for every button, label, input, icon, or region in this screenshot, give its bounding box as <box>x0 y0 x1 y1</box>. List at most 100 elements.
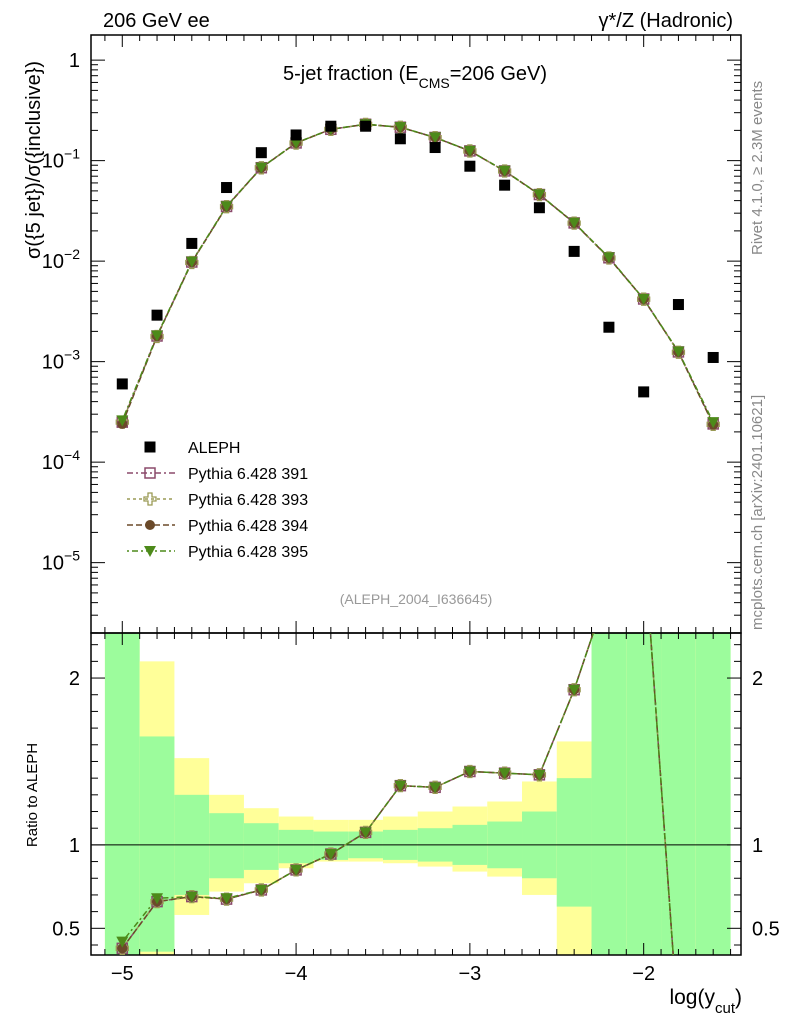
data-point <box>568 245 580 257</box>
y-tick-label: 10−5 <box>42 548 80 575</box>
series-point <box>394 122 407 134</box>
ratio-y-tick-label: 0.5 <box>52 918 80 940</box>
legend-label: Pythia 6.428 395 <box>188 544 308 561</box>
series-line <box>121 123 714 425</box>
analysis-label: (ALEPH_2004_I636645) <box>340 591 493 607</box>
series-line <box>121 123 714 425</box>
data-point <box>429 142 441 154</box>
ratio-y-tick-label-right: 1 <box>752 835 763 857</box>
legend-marker <box>143 492 157 506</box>
ratio-y-tick-label-right: 0.5 <box>752 918 780 940</box>
series-point <box>498 165 511 177</box>
data-point <box>707 351 719 363</box>
series-point <box>220 201 233 213</box>
stat-uncertainty-band <box>104 633 140 955</box>
stat-uncertainty-band <box>556 778 592 907</box>
legend-marker <box>144 546 156 557</box>
ratio-point <box>359 827 372 839</box>
legend: ALEPH Pythia 6.428 391 Pythia 6.428 393 Pyt… <box>127 440 308 561</box>
legend-label-data: ALEPH <box>188 440 240 457</box>
series-point <box>116 415 129 427</box>
stat-uncertainty-band <box>209 813 244 879</box>
data-point <box>255 147 267 159</box>
ratio-point <box>429 782 442 794</box>
data-point <box>325 120 337 132</box>
ratio-panel-series <box>115 633 674 955</box>
series-point <box>707 417 720 429</box>
series-point <box>463 145 476 157</box>
data-point <box>290 129 302 141</box>
legend-label: Pythia 6.428 391 <box>188 466 308 483</box>
stat-uncertainty-band <box>626 633 662 955</box>
y-tick-label: 10−4 <box>42 447 80 474</box>
ratio-y-tick-label: 2 <box>69 668 80 690</box>
series-point <box>290 137 303 149</box>
x-tick-label: −5 <box>111 963 134 985</box>
rivet-version-label: Rivet 4.1.0, ≥ 2.3M events <box>749 81 766 255</box>
data-point <box>116 378 128 390</box>
ratio-y-tick-label: 1 <box>69 835 80 857</box>
ratio-series-line <box>121 633 674 955</box>
ratio-series-line <box>121 633 674 955</box>
series-point <box>429 132 442 144</box>
data-point <box>603 321 615 333</box>
series-line <box>121 123 714 425</box>
ratio-point <box>117 943 128 954</box>
series-point <box>602 252 615 264</box>
x-tick-label: −2 <box>632 963 655 985</box>
series-point <box>637 293 650 305</box>
ratio-uncertainty-bands <box>104 633 731 955</box>
data-point <box>672 299 684 311</box>
mcplots-label: mcplots.cern.ch [arXiv:2401.10621] <box>749 395 766 630</box>
x-axis-label: log(ycut) <box>669 986 742 1017</box>
stat-uncertainty-band <box>278 829 314 864</box>
header-process-label: γ*/Z (Hadronic) <box>599 10 733 32</box>
data-point <box>638 386 650 398</box>
legend-label: Pythia 6.428 393 <box>188 492 308 509</box>
ratio-point <box>116 936 129 948</box>
y-tick-label: 1 <box>69 50 80 72</box>
data-point <box>360 120 372 132</box>
ratio-point <box>568 684 581 696</box>
ratio-point <box>533 769 546 781</box>
data-point <box>151 309 163 321</box>
y-axis-label: σ({5 jet})/σ({inclusive}) <box>23 61 45 259</box>
series-point <box>185 256 198 268</box>
series-point <box>533 189 546 201</box>
ratio-point <box>463 766 476 778</box>
data-point <box>464 160 476 172</box>
legend-label: Pythia 6.428 394 <box>188 518 308 535</box>
stat-uncertainty-band <box>139 736 175 952</box>
ratio-panel-axes: −5 −4 −3 −2 0.5 0.5 1 1 2 2 <box>52 632 780 985</box>
stat-uncertainty-band <box>695 633 731 955</box>
ratio-point <box>220 893 233 905</box>
ratio-point <box>185 891 198 903</box>
data-point <box>186 237 198 249</box>
data-point <box>499 179 511 191</box>
y-tick-label: 10−3 <box>42 347 80 374</box>
series-point <box>568 217 581 229</box>
ratio-point <box>324 849 337 861</box>
main-panel-axes: 1 10−1 10−2 10−3 10−4 10−5 <box>42 34 742 634</box>
legend-marker <box>144 467 156 479</box>
ratio-y-tick-label-right: 2 <box>752 668 763 690</box>
ratio-point <box>498 768 511 780</box>
stat-uncertainty-band <box>591 633 627 955</box>
legend-marker <box>145 520 155 530</box>
ratio-y-axis-label: Ratio to ALEPH <box>24 743 41 847</box>
x-tick-label: −4 <box>285 963 308 985</box>
series-point <box>151 330 164 342</box>
y-tick-label: 10−2 <box>42 246 80 273</box>
y-tick-label: 10−1 <box>42 146 80 173</box>
ratio-point <box>290 864 303 876</box>
data-point <box>221 182 233 194</box>
ratio-plot-frame <box>90 632 742 956</box>
ratio-point <box>151 893 164 905</box>
chart-title: 5-jet fraction (ECMS=206 GeV) <box>283 63 547 91</box>
stat-uncertainty-band <box>661 633 696 955</box>
data-point <box>394 133 406 145</box>
ratio-point <box>255 884 268 896</box>
stat-uncertainty-band <box>243 823 279 870</box>
series-point <box>672 346 685 358</box>
